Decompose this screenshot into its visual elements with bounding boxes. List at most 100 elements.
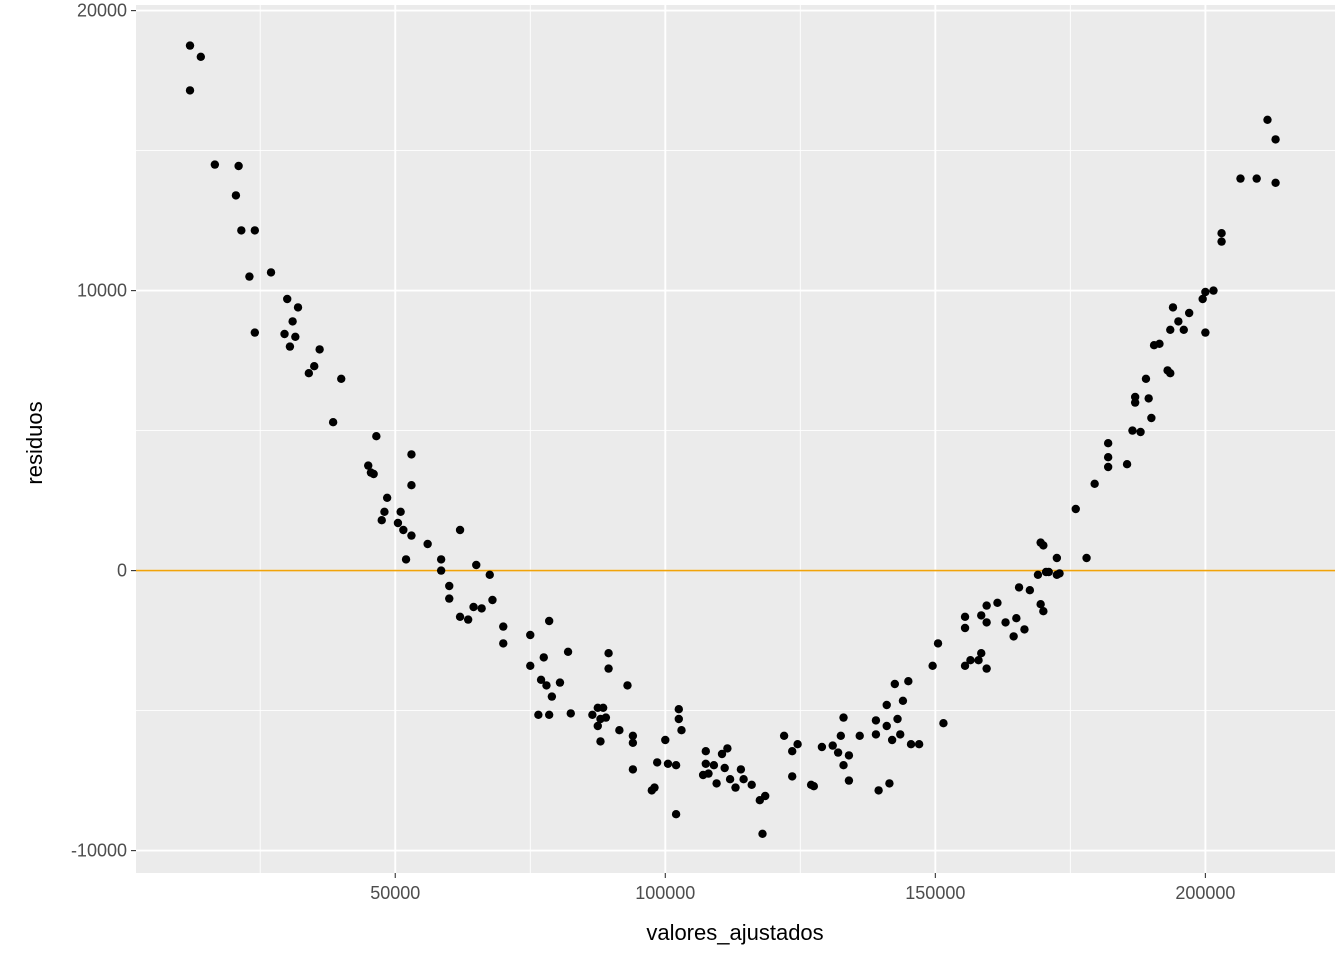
data-point	[588, 710, 597, 719]
y-tick-label: 10000	[77, 281, 127, 301]
data-point	[401, 555, 411, 564]
data-point	[1201, 328, 1210, 337]
data-point	[1103, 439, 1113, 448]
data-point	[725, 775, 735, 784]
y-axis-title: residuos	[22, 401, 47, 484]
data-point	[1009, 632, 1018, 641]
data-point	[974, 656, 983, 665]
x-tick-label: 100000	[635, 883, 695, 903]
data-point	[671, 761, 681, 770]
data-point	[280, 329, 289, 339]
data-point	[960, 623, 970, 633]
data-point	[1198, 294, 1207, 304]
data-point	[661, 735, 670, 745]
data-point	[1044, 567, 1053, 577]
data-point	[671, 810, 681, 819]
data-point	[445, 594, 454, 603]
data-point	[652, 758, 662, 767]
data-point	[933, 639, 943, 648]
data-point	[1236, 174, 1245, 183]
data-point	[185, 41, 195, 50]
data-point	[817, 742, 827, 752]
data-point	[472, 560, 481, 570]
data-point	[566, 709, 575, 718]
data-point	[1252, 174, 1261, 183]
plot-panel	[136, 5, 1335, 873]
data-point	[283, 294, 292, 304]
data-point	[534, 710, 543, 719]
data-point	[1179, 325, 1188, 334]
data-point	[615, 726, 624, 735]
data-point	[855, 731, 864, 740]
data-point	[477, 604, 486, 613]
data-point	[1001, 618, 1010, 627]
data-point	[896, 730, 905, 739]
data-point	[904, 677, 913, 686]
data-point	[536, 675, 546, 684]
data-point	[382, 493, 392, 502]
data-point	[407, 531, 416, 540]
data-point	[1174, 317, 1183, 326]
data-point	[304, 369, 314, 378]
data-point	[966, 656, 975, 665]
data-point	[237, 226, 246, 235]
data-point	[231, 191, 241, 200]
data-point	[445, 581, 454, 591]
data-point	[939, 719, 948, 728]
data-point	[717, 749, 727, 759]
data-point	[982, 601, 991, 610]
data-point	[723, 744, 732, 753]
data-point	[871, 730, 881, 739]
data-point	[882, 721, 891, 731]
x-axis-title: valores_ajustados	[646, 920, 823, 945]
data-point	[337, 374, 346, 383]
data-point	[328, 418, 338, 427]
data-point	[407, 450, 416, 459]
data-point	[563, 647, 573, 656]
data-point	[674, 714, 683, 724]
data-point	[1166, 325, 1175, 334]
data-point	[663, 759, 673, 768]
x-axis: 50000 100000 150000 200000	[370, 873, 1235, 903]
data-point	[809, 782, 819, 791]
data-point	[1052, 553, 1062, 563]
data-point	[833, 748, 843, 757]
data-point	[1122, 460, 1132, 469]
data-point	[898, 696, 908, 705]
data-point	[547, 692, 557, 701]
data-point	[731, 783, 740, 792]
data-point	[1071, 504, 1080, 514]
data-point	[455, 525, 465, 535]
data-point	[885, 779, 894, 788]
data-point	[1144, 394, 1153, 403]
data-point	[463, 615, 473, 624]
data-point	[839, 761, 848, 770]
data-point	[779, 731, 789, 740]
data-point	[210, 160, 220, 169]
data-point	[982, 618, 991, 627]
data-point	[288, 317, 297, 326]
data-point	[399, 525, 408, 535]
data-point	[628, 738, 638, 747]
data-point	[596, 737, 605, 746]
data-point	[1166, 369, 1175, 378]
data-point	[1036, 600, 1045, 609]
data-point	[893, 714, 902, 724]
data-point	[293, 303, 303, 312]
data-point	[1103, 453, 1113, 462]
data-point	[828, 741, 837, 750]
data-point	[364, 461, 373, 470]
data-point	[1136, 427, 1145, 437]
data-point	[593, 721, 602, 731]
data-point	[890, 679, 900, 689]
data-point	[234, 161, 243, 171]
data-point	[1090, 479, 1099, 488]
data-point	[677, 726, 686, 735]
data-point	[245, 272, 254, 281]
data-point	[788, 747, 797, 756]
data-point	[1271, 178, 1280, 187]
data-point	[1184, 308, 1194, 318]
data-point	[836, 731, 846, 740]
data-point	[1039, 541, 1048, 550]
